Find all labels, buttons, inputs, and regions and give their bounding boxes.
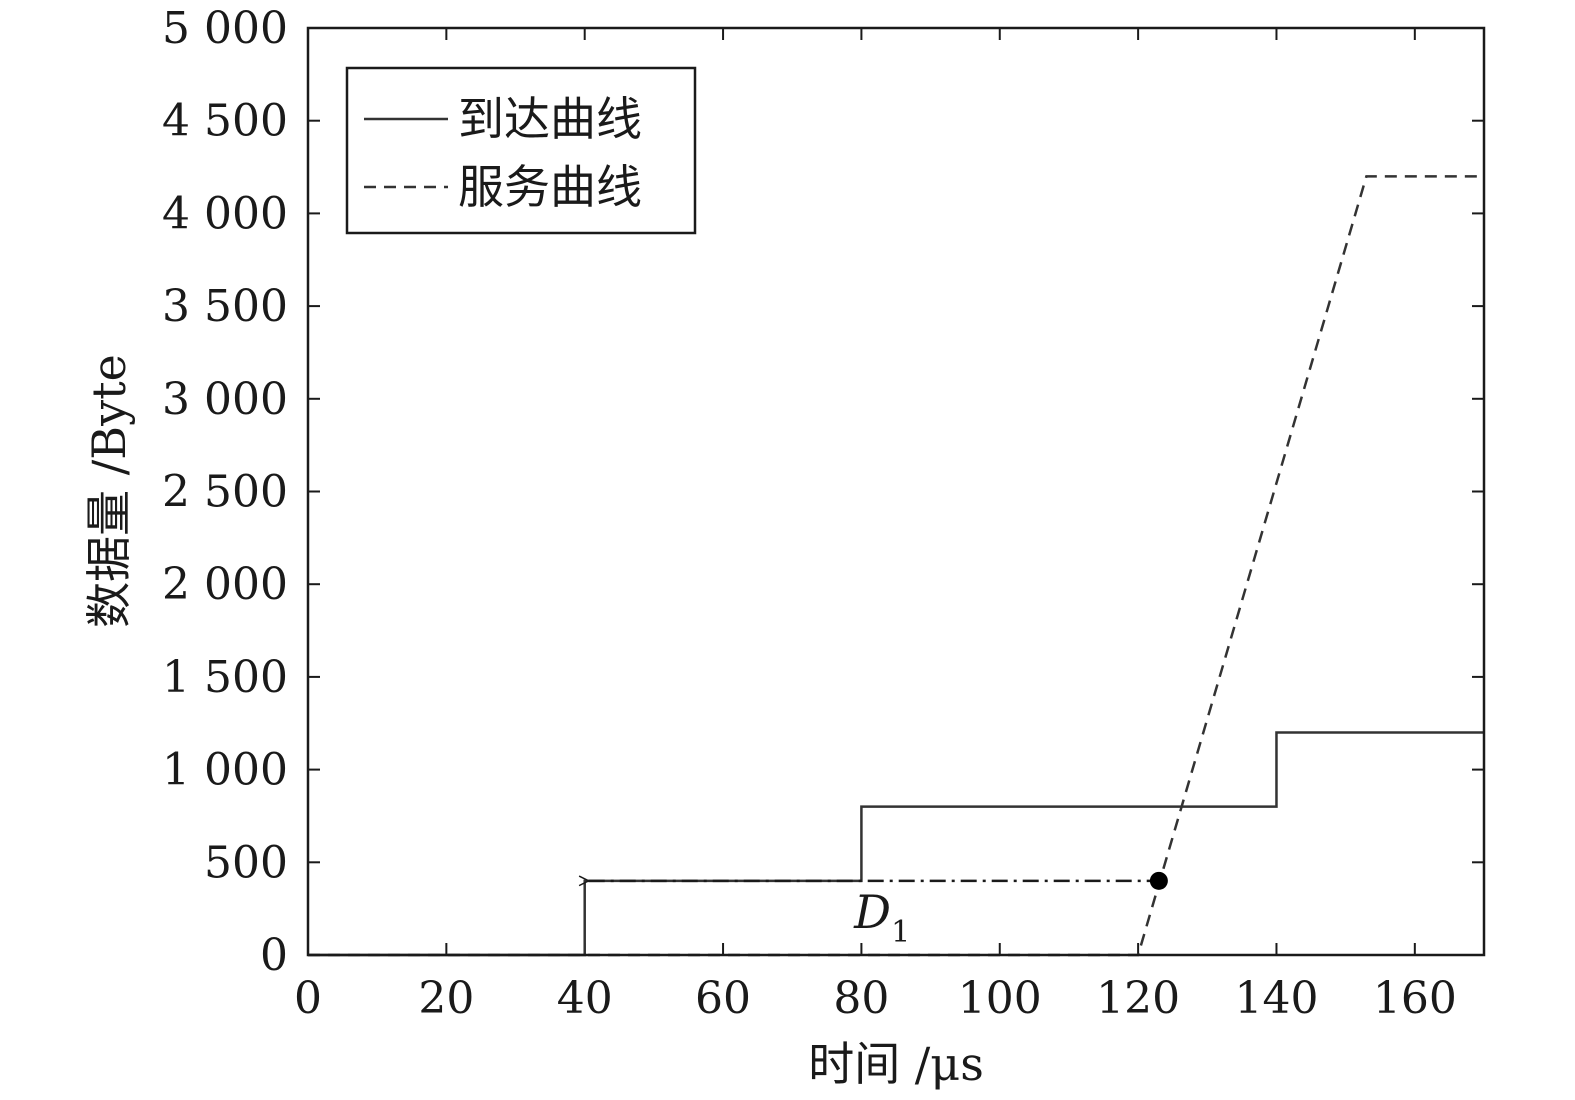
y-tick-label: 1 000 [162, 745, 288, 796]
series-line-arrival [308, 731, 1484, 957]
legend-label-service: 服务曲线 [458, 160, 642, 214]
y-tick-label: 4 500 [162, 96, 288, 147]
x-tick-label: 120 [1096, 973, 1180, 1024]
x-tick-label: 140 [1234, 973, 1318, 1024]
x-tick-label: 160 [1373, 973, 1457, 1024]
x-tick-label: 40 [557, 973, 613, 1024]
y-tick-label: 1 500 [162, 652, 288, 703]
legend: 到达曲线 服务曲线 [345, 66, 697, 235]
legend-box [345, 66, 697, 235]
y-axis-ticks: 0 500 1 000 1 500 2 000 2 500 3 000 3 500 4 000 4… [162, 3, 1484, 981]
legend-label-arrival: 到达曲线 [458, 92, 642, 146]
x-axis-ticks: 0 20 40 60 80 100 120 140 160 [294, 28, 1457, 1024]
y-tick-label: 3 000 [162, 374, 288, 425]
x-tick-label: 0 [294, 973, 322, 1024]
y-tick-label: 3 500 [162, 281, 288, 332]
y-tick-label: 5 000 [162, 3, 288, 54]
plot-frame [306, 26, 1486, 957]
x-tick-label: 20 [418, 973, 474, 1024]
y-tick-label: 2 500 [162, 467, 288, 518]
series-layer [308, 175, 1484, 957]
y-axis-label: 数据量 /Byte [82, 354, 136, 628]
y-tick-label: 2 000 [162, 559, 288, 610]
x-tick-label: 80 [833, 973, 889, 1024]
x-tick-label: 60 [695, 973, 751, 1024]
y-tick-label: 0 [260, 930, 288, 981]
y-tick-label: 500 [204, 837, 288, 888]
x-tick-label: 100 [958, 973, 1042, 1024]
delay-label-subscript: 1 [891, 915, 910, 950]
y-tick-label: 4 000 [162, 188, 288, 239]
delay-marker [1149, 871, 1168, 890]
series-line-service [308, 175, 1484, 957]
x-axis-label: 时间 /μs [808, 1037, 984, 1091]
